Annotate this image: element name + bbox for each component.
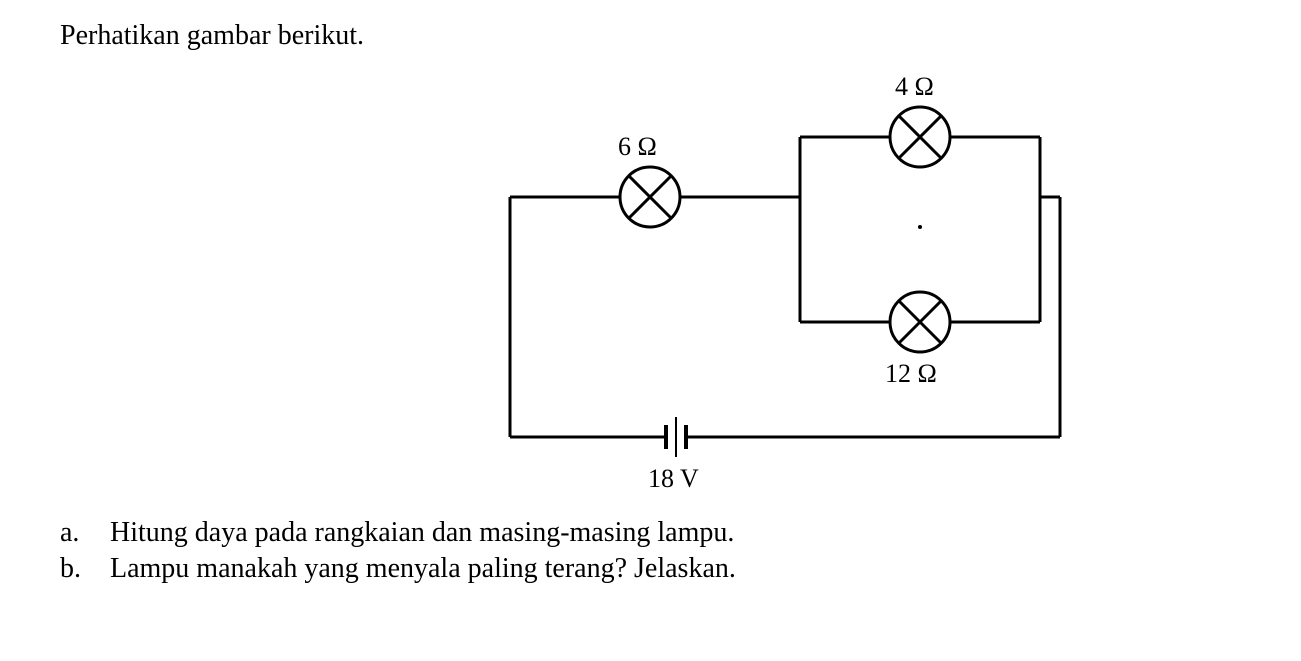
question-a: a. Hitung daya pada rangkaian dan masing… — [60, 517, 1241, 549]
battery-symbol — [666, 417, 686, 457]
lamp-4ohm — [890, 107, 950, 167]
question-b: b. Lampu manakah yang menyala paling ter… — [60, 553, 1241, 585]
lamp-6ohm — [620, 167, 680, 227]
battery-label: 18 V — [648, 464, 699, 493]
circuit-svg: 6 Ω 4 Ω 12 Ω 18 V — [460, 67, 1100, 507]
questions-block: a. Hitung daya pada rangkaian dan masing… — [60, 517, 1241, 585]
question-b-label: b. — [60, 553, 110, 585]
instruction-text: Perhatikan gambar berikut. — [60, 20, 1241, 52]
circuit-diagram: 6 Ω 4 Ω 12 Ω 18 V — [460, 67, 1100, 507]
question-b-text: Lampu manakah yang menyala paling terang… — [110, 553, 1241, 585]
lamp3-label: 12 Ω — [885, 359, 937, 388]
center-dot — [918, 225, 922, 229]
question-a-text: Hitung daya pada rangkaian dan masing-ma… — [110, 517, 1241, 549]
lamp1-label: 6 Ω — [618, 132, 657, 161]
lamp-12ohm — [890, 292, 950, 352]
lamp2-label: 4 Ω — [895, 72, 934, 101]
question-a-label: a. — [60, 517, 110, 549]
